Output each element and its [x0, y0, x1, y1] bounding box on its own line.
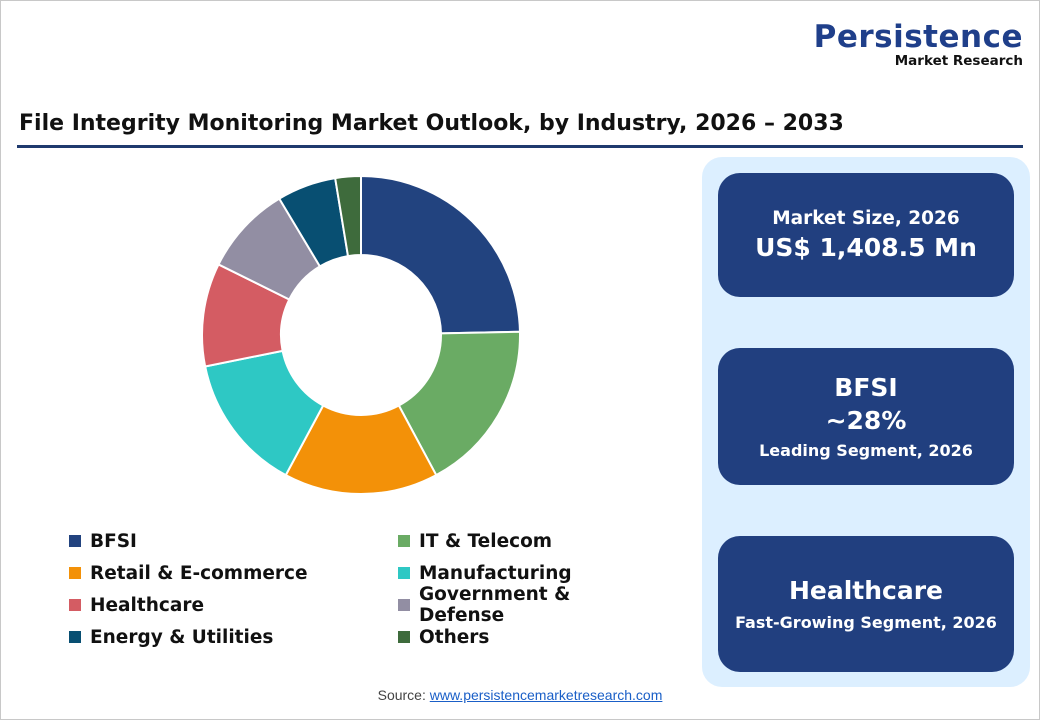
leading-segment-caption: Leading Segment, 2026: [759, 441, 973, 460]
legend-item: Retail & E-commerce: [69, 561, 398, 585]
fast-growing-caption: Fast-Growing Segment, 2026: [735, 613, 997, 632]
legend-item: Healthcare: [69, 593, 398, 617]
legend-item: IT & Telecom: [398, 529, 658, 553]
donut-chart: [201, 174, 521, 495]
leading-segment-share: ~28%: [825, 406, 907, 435]
legend-swatch: [69, 535, 81, 547]
market-size-label: Market Size, 2026: [772, 208, 960, 229]
donut-slice-it-telecom: [397, 330, 521, 477]
legend-swatch: [398, 599, 410, 611]
legend: BFSI IT & Telecom Retail & E-commerce Manuf…: [69, 529, 658, 649]
legend-swatch: [69, 567, 81, 579]
leading-segment-card: BFSI ~28% Leading Segment, 2026: [718, 348, 1014, 485]
brand-logo: Persistence Market Research: [814, 21, 1023, 69]
market-size-value: US$ 1,408.5 Mn: [755, 233, 977, 262]
source-label: Source:: [377, 687, 426, 703]
summary-panel: Market Size, 2026 US$ 1,408.5 Mn BFSI ~2…: [702, 157, 1030, 687]
source-note: Source: www.persistencemarketresearch.co…: [1, 687, 1039, 703]
market-size-card: Market Size, 2026 US$ 1,408.5 Mn: [718, 173, 1014, 297]
legend-swatch: [69, 599, 81, 611]
legend-label: Government & Defense: [419, 584, 571, 626]
legend-item: Others: [398, 625, 658, 649]
legend-item: Manufacturing: [398, 561, 658, 585]
legend-label: BFSI: [90, 530, 137, 552]
donut-slice-others: [334, 174, 362, 258]
legend-label: Retail & E-commerce: [90, 562, 308, 584]
fast-growing-card: Healthcare Fast-Growing Segment, 2026: [718, 536, 1014, 672]
legend-label: Healthcare: [90, 594, 204, 616]
legend-item: Energy & Utilities: [69, 625, 398, 649]
legend-label: Manufacturing: [419, 562, 572, 584]
legend-item: BFSI: [69, 529, 398, 553]
title-divider: [17, 145, 1023, 148]
legend-label: IT & Telecom: [419, 530, 553, 552]
logo-sub: Market Research: [894, 53, 1023, 69]
legend-item: Government & Defense: [398, 584, 658, 626]
fast-growing-name: Healthcare: [788, 576, 944, 605]
legend-label: Energy & Utilities: [90, 626, 274, 648]
source-link[interactable]: www.persistencemarketresearch.com: [429, 687, 663, 703]
legend-label: Others: [419, 626, 490, 648]
legend-swatch: [398, 567, 410, 579]
leading-segment-name: BFSI: [834, 373, 898, 402]
donut-slice-bfsi: [360, 174, 521, 335]
logo-name: Persistence: [813, 19, 1023, 55]
legend-swatch: [69, 631, 81, 643]
chart-title: File Integrity Monitoring Market Outlook…: [19, 111, 844, 136]
legend-swatch: [398, 535, 410, 547]
legend-swatch: [398, 631, 410, 643]
